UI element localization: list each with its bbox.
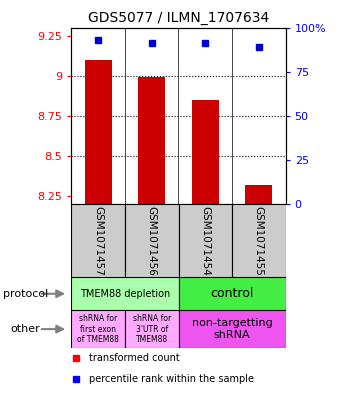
Text: GSM1071455: GSM1071455 (254, 206, 264, 275)
Text: percentile rank within the sample: percentile rank within the sample (88, 374, 254, 384)
Bar (192, 100, 219, 204)
Bar (245, 185, 272, 204)
Text: non-targetting
shRNA: non-targetting shRNA (192, 318, 272, 340)
Title: GDS5077 / ILMN_1707634: GDS5077 / ILMN_1707634 (88, 11, 269, 25)
Text: control: control (210, 287, 254, 300)
Bar (71, 277, 178, 310)
Text: other: other (10, 324, 40, 334)
Text: transformed count: transformed count (88, 353, 179, 363)
Bar (125, 310, 178, 348)
Text: TMEM88 depletion: TMEM88 depletion (80, 289, 170, 299)
Bar (232, 204, 286, 277)
Bar (178, 277, 286, 310)
Bar (178, 310, 286, 348)
Bar (138, 77, 165, 204)
Text: GSM1071456: GSM1071456 (147, 206, 157, 275)
Bar (178, 204, 232, 277)
Text: shRNA for
3'UTR of
TMEM88: shRNA for 3'UTR of TMEM88 (133, 314, 171, 344)
Text: protocol: protocol (3, 289, 49, 299)
Bar (125, 204, 178, 277)
Text: GSM1071457: GSM1071457 (93, 206, 103, 275)
Bar (71, 310, 125, 348)
Text: shRNA for
first exon
of TMEM88: shRNA for first exon of TMEM88 (77, 314, 119, 344)
Bar (71, 204, 125, 277)
Text: GSM1071454: GSM1071454 (200, 206, 210, 275)
Bar (85, 60, 112, 204)
